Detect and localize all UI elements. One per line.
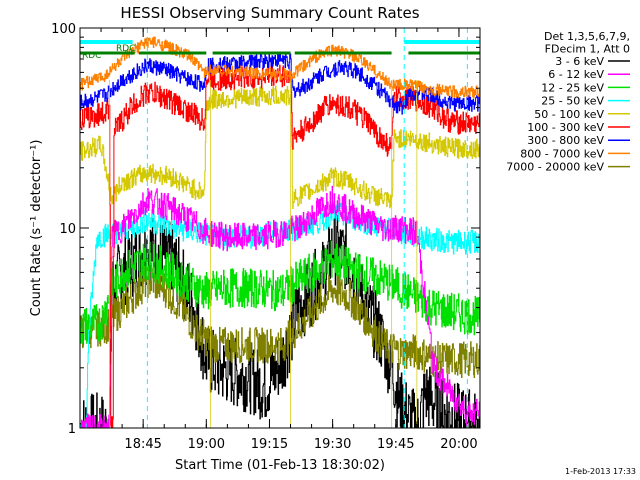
axes: 1 10 100 18:45 19:00 19:15 19:30 19:45 20:00 <box>51 22 481 452</box>
y-tick-label: 100 <box>51 22 76 37</box>
y-tick-label: 10 <box>59 222 76 237</box>
x-tick-label: 19:00 <box>188 437 225 452</box>
x-tick-label: 19:15 <box>251 437 288 452</box>
x-tick-label: 19:30 <box>314 437 351 452</box>
legend-label: 6 - 12 keV <box>548 68 604 81</box>
y-tick-label: 1 <box>68 422 76 437</box>
plot-timestamp: 1-Feb-2013 17:33 <box>565 467 636 476</box>
legend-header-1: Det 1,3,5,6,7,9, <box>544 30 630 43</box>
series-line-6-12-kev <box>80 185 481 429</box>
legend-label: 3 - 6 keV <box>555 55 604 68</box>
series-line-12-25-kev <box>80 240 481 344</box>
legend: Det 1,3,5,6,7,9,FDecim 1, Att 03 - 6 keV… <box>506 30 630 174</box>
region-label-2: RDC <box>116 44 135 54</box>
legend-label: 25 - 50 keV <box>541 95 604 108</box>
legend-label: 7000 - 20000 keV <box>506 161 604 174</box>
x-axis-title: Start Time (01-Feb-13 18:30:02) <box>175 458 385 473</box>
legend-header-2: FDecim 1, Att 0 <box>545 43 630 56</box>
legend-label: 300 - 800 keV <box>527 134 604 147</box>
x-tick-label: 18:45 <box>124 437 161 452</box>
chart-title: HESSI Observing Summary Count Rates <box>120 4 419 22</box>
legend-label: 800 - 7000 keV <box>520 147 604 160</box>
legend-label: 12 - 25 keV <box>541 81 604 94</box>
series-layer <box>80 36 481 429</box>
y-axis-title: Count Rate (s⁻¹ detector⁻¹) <box>29 140 44 317</box>
series-line-300-800-kev <box>80 51 481 115</box>
legend-label: 100 - 300 keV <box>527 121 604 134</box>
marker-layer: RDC RDC <box>80 28 480 428</box>
x-tick-label: 20:00 <box>440 437 477 452</box>
x-tick-label: 19:45 <box>377 437 414 452</box>
series-line-800-7000-kev <box>80 36 481 99</box>
legend-label: 50 - 100 keV <box>534 108 604 121</box>
region-label-1: RDC <box>82 51 101 61</box>
series-line-50-100-kev <box>80 85 481 209</box>
